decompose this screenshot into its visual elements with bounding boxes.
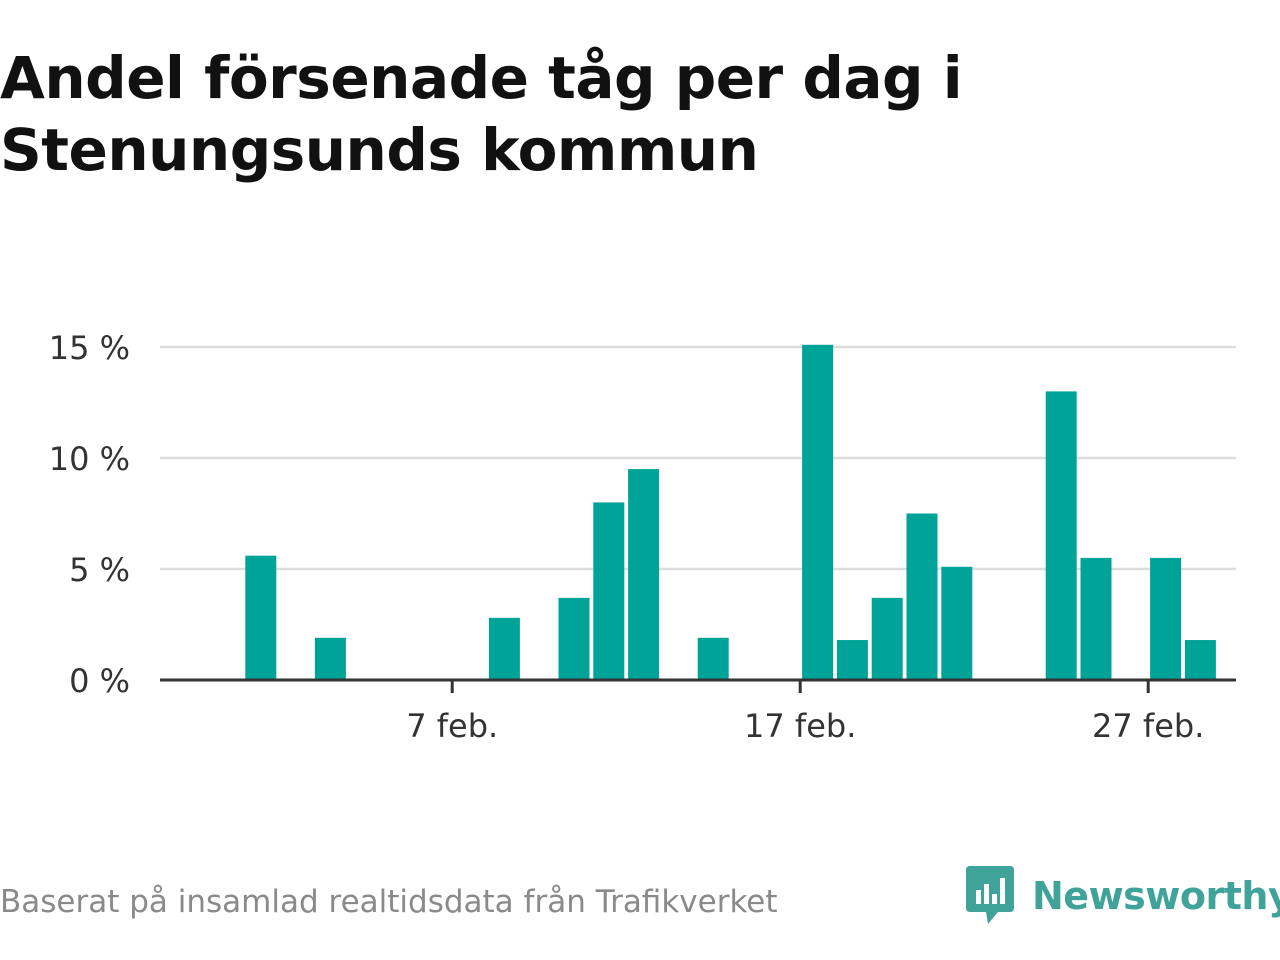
bar <box>1080 557 1112 680</box>
bar <box>1184 640 1216 680</box>
source-note: Baserat på insamlad realtidsdata från Tr… <box>0 884 778 920</box>
bar <box>1150 557 1182 680</box>
x-tick-label: 27 feb. <box>1092 707 1204 745</box>
x-tick-label: 7 feb. <box>406 707 498 745</box>
chart-title: Andel försenade tåg per dag i Stenungsun… <box>0 44 963 184</box>
bar <box>593 502 625 680</box>
y-tick-labels: 0 % 5 % 10 % 15 % <box>49 329 130 700</box>
x-tick-labels: 7 feb. 17 feb. 27 feb. <box>406 707 1204 745</box>
bar <box>245 555 277 680</box>
bar <box>558 597 590 680</box>
bar <box>697 637 729 680</box>
bar <box>906 513 938 680</box>
y-tick-label: 15 % <box>49 329 130 367</box>
bars <box>245 344 1216 680</box>
bar <box>802 344 834 680</box>
bar <box>871 597 903 680</box>
bar <box>628 469 660 680</box>
bar <box>1045 391 1077 680</box>
newsworthy-logo-icon <box>966 866 1014 924</box>
x-tick-label: 17 feb. <box>744 707 856 745</box>
y-tick-label: 5 % <box>69 551 130 589</box>
y-tick-label: 10 % <box>49 440 130 478</box>
bar <box>488 617 520 680</box>
bar <box>836 640 868 680</box>
y-tick-label: 0 % <box>69 662 130 700</box>
x-axis <box>160 678 1236 693</box>
bar <box>941 566 973 680</box>
brand-name: Newsworthy <box>1032 874 1280 918</box>
brand-logo: Newsworthy <box>964 864 1280 928</box>
bar <box>314 637 346 680</box>
bar-chart: 0 % 5 % 10 % 15 % 7 feb. 17 feb. 27 feb. <box>49 329 1236 745</box>
